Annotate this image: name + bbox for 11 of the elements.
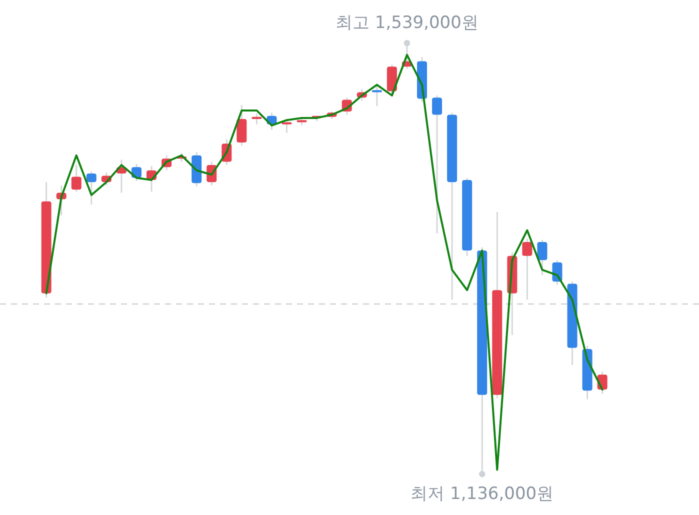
candlestick xyxy=(522,238,532,300)
candlestick xyxy=(236,104,247,147)
candlestick xyxy=(372,84,382,107)
annotation: 최저 1,136,000원 xyxy=(410,484,554,504)
candlestick xyxy=(252,112,262,126)
candlestick xyxy=(282,120,292,134)
candlestick xyxy=(537,239,548,276)
candlestick xyxy=(86,170,96,206)
annotation: 최고 1,539,000원 xyxy=(336,13,478,34)
candlestick xyxy=(71,164,82,192)
candlestick xyxy=(432,94,442,234)
